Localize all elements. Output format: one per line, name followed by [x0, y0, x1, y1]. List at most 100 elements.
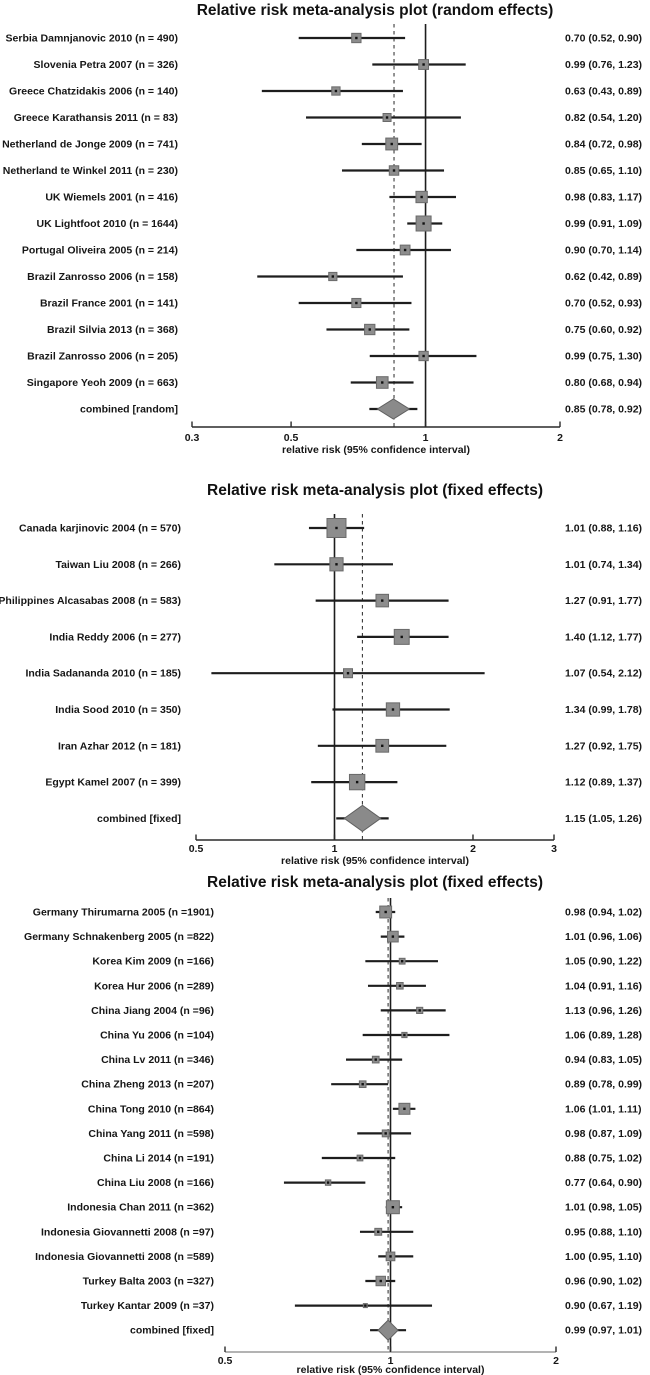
- study-row: Brazil France 2001 (n = 141) 0.70 (0.52, …: [40, 298, 642, 310]
- study-row: Philippines Alcasabas 2008 (n = 583) 1.27…: [0, 593, 642, 608]
- x-axis-tick-label: 0.5: [284, 432, 299, 444]
- estimate-label: 0.82 (0.54, 1.20): [565, 112, 642, 124]
- x-axis-tick-label: 3: [551, 843, 557, 855]
- effect-point: [390, 142, 393, 146]
- study-row: China Jiang 2004 (n =96) 1.13 (0.96, 1.26…: [91, 1005, 642, 1017]
- effect-point: [355, 301, 358, 305]
- combined-row: combined [fixed] 0.99 (0.97, 1.01): [130, 1319, 642, 1341]
- x-axis-title: relative risk (95% confidence interval): [282, 444, 470, 456]
- x-axis-tick-label: 0.3: [185, 432, 200, 444]
- study-row: Portugal Oliveira 2005 (n = 214) 0.90 (0.…: [22, 245, 642, 257]
- effect-point: [385, 116, 389, 119]
- study-label: Indonesia Chan 2011 (n =362): [67, 1202, 214, 1214]
- x-axis-tick-label: 1: [423, 432, 429, 444]
- estimate-label: 0.80 (0.68, 0.94): [565, 377, 642, 389]
- estimate-label: 0.63 (0.43, 0.89): [565, 86, 642, 98]
- estimate-label: 1.27 (0.91, 1.77): [565, 595, 642, 607]
- study-label: Slovenia Petra 2007 (n = 326): [34, 59, 178, 71]
- study-label: Brazil Zanrosso 2006 (n = 205): [27, 351, 178, 363]
- x-axis-tick-label: 1: [388, 1355, 394, 1367]
- study-label: China Lv 2011 (n =346): [101, 1054, 214, 1066]
- forest-plot-canvas-random: Serbia Damnjanovic 2010 (n = 490) 0.70 (0…: [2, 24, 643, 456]
- estimate-label: 0.99 (0.75, 1.30): [565, 351, 642, 363]
- study-label: Taiwan Liu 2008 (n = 266): [55, 559, 181, 571]
- effect-point: [420, 195, 423, 199]
- study-row: India Reddy 2006 (n = 277) 1.40 (1.12, 1.…: [49, 628, 642, 645]
- estimate-label: 0.94 (0.83, 1.05): [565, 1054, 642, 1066]
- study-label: UK Wiemels 2001 (n = 416): [45, 192, 178, 204]
- study-row: Indonesia Chan 2011 (n =362) 1.01 (0.98, …: [67, 1200, 642, 1215]
- forest-plot-panel-fixed-effects-2: Relative risk meta-analysis plot (fixed …: [0, 870, 650, 1375]
- study-row: India Sadananda 2010 (n = 185) 1.07 (0.54…: [25, 668, 642, 680]
- study-label: China Jiang 2004 (n =96): [91, 1005, 214, 1017]
- effect-point: [422, 63, 425, 66]
- study-row: Korea Kim 2009 (n =166) 1.05 (0.90, 1.22): [92, 956, 642, 968]
- study-label: Brazil France 2001 (n = 141): [40, 298, 178, 310]
- estimate-label: 0.90 (0.70, 1.14): [565, 245, 642, 257]
- effect-point: [403, 1033, 406, 1037]
- x-axis-tick-label: 2: [553, 1355, 559, 1367]
- effect-point: [334, 89, 338, 93]
- study-row: Brazil Zanrosso 2006 (n = 158) 0.62 (0.42…: [27, 271, 642, 283]
- estimate-label: 0.95 (0.88, 1.10): [565, 1226, 642, 1238]
- study-label: Turkey Balta 2003 (n =327): [83, 1276, 214, 1288]
- study-row: China Zheng 2013 (n =207) 0.89 (0.78, 0.9…: [81, 1079, 642, 1091]
- estimate-label: 0.85 (0.65, 1.10): [565, 165, 642, 177]
- study-row: Brazil Silvia 2013 (n = 368) 0.75 (0.60, …: [47, 323, 642, 336]
- study-label: China Zheng 2013 (n =207): [81, 1079, 214, 1091]
- effect-point: [368, 328, 371, 331]
- estimate-label: 1.40 (1.12, 1.77): [565, 631, 642, 643]
- study-label: India Sadananda 2010 (n = 185): [25, 668, 181, 680]
- estimate-label: 1.01 (0.98, 1.05): [565, 1202, 642, 1214]
- study-row: India Sood 2010 (n = 350) 1.34 (0.99, 1.7…: [55, 702, 642, 717]
- effect-point: [403, 1107, 406, 1110]
- estimate-label: 1.04 (0.91, 1.16): [565, 980, 642, 992]
- effect-point: [422, 222, 425, 225]
- chart-title: Relative risk meta-analysis plot (fixed …: [207, 482, 543, 499]
- effect-point: [335, 563, 338, 566]
- study-label: India Sood 2010 (n = 350): [55, 704, 181, 716]
- effect-point: [358, 1156, 362, 1160]
- estimate-label: 0.99 (0.76, 1.23): [565, 59, 642, 71]
- effect-point: [355, 36, 358, 40]
- study-label: Germany Schnakenberg 2005 (n =822): [24, 931, 214, 943]
- x-axis-tick-label: 0.5: [218, 1355, 233, 1367]
- study-row: Indonesia Giovannetti 2008 (n =97) 0.95 (…: [41, 1226, 642, 1238]
- effect-point: [346, 672, 350, 675]
- study-label: Iran Azhar 2012 (n = 181): [58, 740, 181, 752]
- study-label: Netherland de Jonge 2009 (n = 741): [2, 139, 178, 151]
- study-label: Korea Hur 2006 (n =289): [94, 980, 214, 992]
- combined-estimate-label: 0.99 (0.97, 1.01): [565, 1325, 642, 1337]
- study-label: Serbia Damnjanovic 2010 (n = 490): [6, 33, 178, 45]
- effect-point: [364, 1304, 367, 1307]
- effect-point: [381, 599, 384, 602]
- study-label: Germany Thirumarna 2005 (n =1901): [33, 907, 214, 919]
- combined-row: combined [fixed] 1.15 (1.05, 1.26): [97, 804, 642, 833]
- study-row: Netherland te Winkel 2011 (n = 230) 0.85 …: [3, 165, 642, 177]
- estimate-label: 0.84 (0.72, 0.98): [565, 139, 642, 151]
- estimate-label: 0.98 (0.83, 1.17): [565, 192, 642, 204]
- study-row: Slovenia Petra 2007 (n = 326) 0.99 (0.76,…: [34, 59, 643, 71]
- effect-point: [384, 910, 387, 914]
- effect-point: [418, 1009, 421, 1012]
- study-label: Brazil Zanrosso 2006 (n = 158): [27, 271, 178, 283]
- estimate-label: 0.96 (0.90, 1.02): [565, 1276, 642, 1288]
- effect-point: [422, 354, 425, 358]
- summary-diamond: [377, 1319, 399, 1341]
- effect-point: [381, 744, 384, 747]
- study-label: China Yu 2006 (n =104): [100, 1030, 214, 1042]
- study-row: Turkey Balta 2003 (n =327) 0.96 (0.90, 1.…: [83, 1276, 642, 1288]
- study-row: Taiwan Liu 2008 (n = 266) 1.01 (0.74, 1.3…: [55, 557, 642, 572]
- effect-point: [381, 381, 384, 384]
- effect-point: [391, 1206, 395, 1209]
- study-label: Indonesia Giovannetti 2008 (n =589): [35, 1251, 214, 1263]
- study-row: UK Wiemels 2001 (n = 416) 0.98 (0.83, 1.1…: [45, 190, 642, 204]
- x-axis-tick-label: 2: [470, 843, 476, 855]
- estimate-label: 0.89 (0.78, 0.99): [565, 1079, 642, 1091]
- summary-diamond: [376, 398, 411, 420]
- study-row: Turkey Kantar 2009 (n =37) 0.90 (0.67, 1.…: [81, 1300, 642, 1312]
- estimate-label: 1.05 (0.90, 1.22): [565, 956, 642, 968]
- combined-estimate-label: 1.15 (1.05, 1.26): [565, 813, 642, 825]
- study-label: China Li 2014 (n =191): [103, 1153, 214, 1165]
- study-row: Germany Thirumarna 2005 (n =1901) 0.98 (0…: [33, 905, 642, 919]
